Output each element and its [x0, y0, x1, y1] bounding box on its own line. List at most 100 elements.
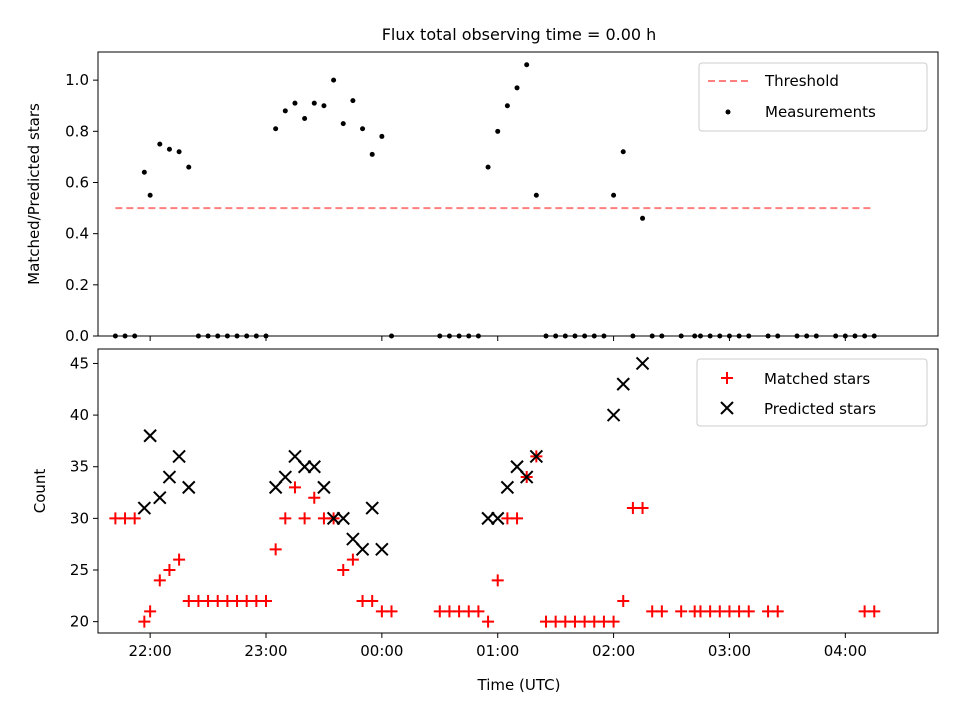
measurement-point	[524, 62, 530, 68]
matched-star-point	[269, 543, 282, 556]
measurement-point	[340, 121, 346, 127]
predicted-star-point	[143, 429, 157, 443]
top-x-ticks	[149, 336, 846, 341]
bottom-y-tick-label: 45	[70, 354, 89, 372]
matched-star-point	[138, 615, 151, 628]
measurement-point	[495, 128, 501, 134]
x-tick-label: 03:00	[708, 642, 751, 660]
measurement-point	[273, 126, 279, 132]
matched-star-point	[655, 605, 668, 618]
matched-star-point	[173, 553, 186, 566]
bottom-y-tick-label: 40	[70, 406, 89, 424]
bottom-y-axis-label: Count	[31, 469, 49, 514]
x-tick-label: 00:00	[360, 642, 403, 660]
measurement-point	[141, 169, 147, 175]
matched-star-point	[607, 615, 620, 628]
bottom-y-tick-label: 25	[70, 561, 89, 579]
predicted-star-point	[317, 480, 331, 495]
matched-star-point	[742, 605, 755, 618]
top-panel: 0.0 0.2 0.4 0.6 0.8 1.0 Matched/Predicted sta…	[25, 51, 939, 345]
top-y-tick-label: 0.4	[65, 225, 89, 243]
matched-star-point	[288, 481, 301, 494]
predicted-star-point	[481, 511, 495, 526]
predicted-star-point	[297, 460, 312, 474]
top-legend: Threshold Measurements	[698, 62, 928, 132]
matched-star-point	[675, 605, 688, 618]
measurement-point	[504, 103, 510, 109]
top-y-tick-label: 0.8	[65, 122, 89, 140]
matched-star-point	[144, 605, 157, 618]
legend-matched-swatch	[721, 372, 733, 384]
predicted-star-point	[635, 356, 650, 371]
predicted-star-point	[519, 470, 534, 484]
top-y-tick-label: 0.6	[65, 173, 89, 191]
measurement-point	[186, 164, 192, 170]
matched-star-point	[385, 605, 398, 618]
predicted-star-point	[137, 501, 152, 515]
matched-star-point	[346, 553, 359, 566]
matched-star-point	[298, 512, 311, 525]
measurement-point	[514, 85, 520, 91]
top-axes-frame	[97, 51, 939, 337]
bottom-x-ticks: 22:00 23:00 00:00 01:00 02:00 03:00 04:00	[129, 633, 867, 660]
measurement-point	[157, 141, 163, 147]
predicted-star-point	[336, 511, 350, 526]
legend-matched-label: Matched stars	[764, 370, 870, 388]
measurement-point	[331, 77, 337, 83]
matched-star-point	[128, 512, 141, 525]
bottom-legend-box	[696, 358, 928, 427]
top-legend-box	[698, 62, 928, 132]
matched-star-point	[491, 574, 504, 587]
matched-star-point	[511, 512, 524, 525]
legend-predicted-swatch	[720, 401, 734, 415]
x-tick-label: 22:00	[129, 642, 172, 660]
matched-star-point	[636, 502, 649, 515]
bottom-y-tick-label: 30	[70, 509, 89, 527]
predicted-star-point	[182, 480, 196, 495]
measurement-point	[485, 164, 491, 170]
measurement-point	[321, 103, 327, 109]
predicted-star-point	[616, 377, 630, 391]
predicted-star-point	[500, 480, 515, 495]
matched-star-point	[163, 564, 176, 577]
measurement-point	[640, 215, 646, 221]
chart-title: Flux total observing time = 0.00 h	[382, 25, 657, 44]
x-axis-label: Time (UTC)	[477, 676, 561, 694]
measurement-point	[302, 116, 308, 122]
bottom-y-ticks: 20 25 30 35 40 45	[70, 354, 98, 631]
predicted-star-point	[307, 460, 321, 474]
legend-measurements-swatch	[725, 109, 731, 115]
legend-measurements-label: Measurements	[765, 103, 876, 121]
bottom-plot-marks	[109, 356, 881, 628]
measurement-point	[166, 146, 172, 152]
matched-star-point	[308, 491, 321, 504]
measurement-point	[369, 151, 375, 157]
predicted-star-point	[278, 470, 293, 484]
matched-star-point	[868, 605, 881, 618]
matched-star-point	[260, 594, 272, 607]
predicted-star-point	[153, 491, 167, 505]
x-tick-label: 23:00	[244, 642, 287, 660]
top-y-tick-label: 0.2	[65, 276, 89, 294]
measurement-point	[620, 149, 626, 155]
predicted-star-point	[162, 470, 177, 484]
bottom-panel: 20 25 30 35 40 45 22:00 23:00 00:00 01:00 02:00 03…	[31, 348, 939, 694]
predicted-star-point	[365, 501, 379, 515]
bottom-y-tick-label: 20	[70, 613, 89, 631]
measurement-point	[379, 133, 385, 139]
predicted-star-point	[326, 511, 341, 526]
measurement-point	[147, 192, 153, 198]
predicted-star-point	[529, 449, 544, 464]
predicted-star-point	[606, 408, 621, 422]
matched-star-point	[337, 564, 350, 577]
measurement-point	[292, 100, 298, 106]
measurement-point	[282, 108, 288, 114]
x-tick-label: 01:00	[476, 642, 519, 660]
bottom-y-tick-label: 35	[70, 458, 89, 476]
predicted-star-point	[172, 449, 186, 464]
predicted-star-point	[355, 542, 370, 557]
legend-threshold-label: Threshold	[764, 72, 839, 90]
measurement-point	[360, 126, 366, 132]
matched-star-point	[153, 574, 166, 587]
